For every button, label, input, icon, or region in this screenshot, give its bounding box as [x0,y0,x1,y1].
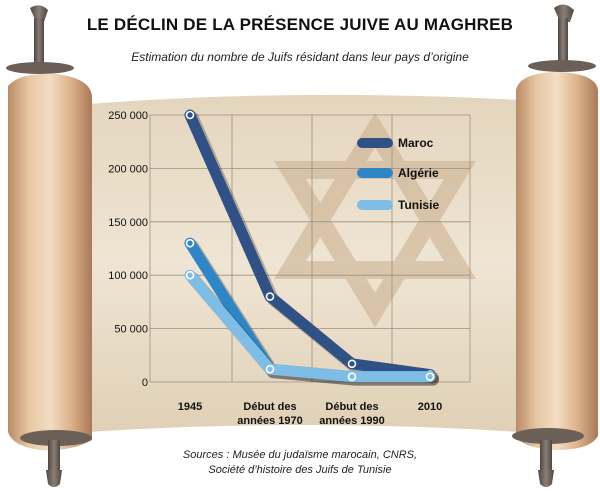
right-rod-end [538,470,554,487]
data-point [185,110,195,120]
right-rod-disc-top [528,60,596,72]
y-tick-label: 0 [142,377,148,389]
data-point [425,372,435,381]
y-tick-label: 150 000 [108,217,148,229]
chart-series [184,109,439,386]
right-rod-lower [540,440,552,472]
left-rod-disc-top [6,62,74,74]
sources-line-2: Société d’histoire des Juifs de Tunisie [208,464,392,476]
y-tick-label: 100 000 [108,270,148,282]
x-tick-label: 2010 [418,401,442,413]
left-rod-end [46,470,62,487]
chart-subtitle: Estimation du nombre de Juifs résidant d… [131,50,469,64]
right-rod-disc-bottom [512,428,584,444]
chart-title: LE DÉCLIN DE LA PRÉSENCE JUIVE AU MAGHRE… [86,15,514,34]
y-axis-ticks: 0 50 000 100 000 150 000 200 000 250 000 [108,110,148,389]
data-point [347,372,357,381]
y-tick-label: 200 000 [108,163,148,175]
x-tick-label: Début des années 1970 [237,401,302,427]
y-tick-label: 250 000 [108,110,148,122]
left-roll [8,73,92,451]
left-rod-upper [34,18,44,66]
right-roll [516,72,598,450]
x-axis-ticks: 1945 Début des années 1970 Début des années … [178,401,442,427]
data-point [265,364,275,374]
data-point [185,238,195,248]
x-tick-label: Début des années 1990 [319,401,384,427]
data-point [347,359,357,369]
right-scroll [512,4,598,487]
right-rod-upper [558,18,568,64]
left-rod-lower [48,440,60,472]
sources-line-1: Sources : Musée du judaïsme marocain, CN… [182,449,418,461]
left-scroll [6,5,92,487]
right-rod-top [554,4,574,22]
data-point [265,292,275,301]
left-rod-disc-bottom [20,430,92,446]
legend-label: Algérie [398,166,439,180]
data-point [185,270,195,280]
x-tick-label: 1945 [178,401,202,413]
y-tick-label: 50 000 [114,324,148,336]
chart-legend: Maroc Algérie Tunisie [357,136,439,212]
legend-label: Maroc [398,136,434,150]
chart-sources: Sources : Musée du judaïsme marocain, CN… [0,448,600,478]
legend-label: Tunisie [398,198,439,212]
series-line [184,269,436,383]
left-rod-top [30,5,48,22]
series-line [184,109,436,381]
